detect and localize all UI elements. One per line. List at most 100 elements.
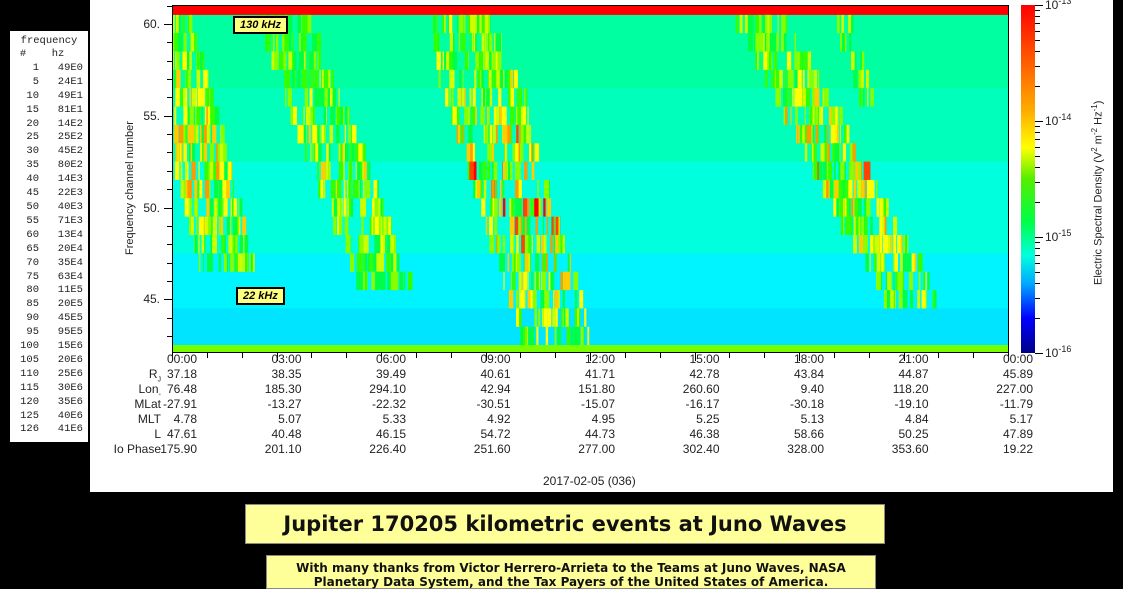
colorbar-tick — [1035, 318, 1040, 319]
colorbar-tick — [1035, 263, 1040, 264]
freq-table-row: 5 24E1 — [32, 75, 83, 88]
freq-table-row: 55 71E3 — [26, 214, 83, 227]
freq-table-title: frequency — [20, 35, 78, 47]
ephemeris-value: 151.80 — [578, 382, 615, 396]
ephemeris-label: Lon▪ — [138, 382, 161, 399]
colorbar-tick — [1035, 139, 1040, 140]
colorbar-tick — [1035, 283, 1040, 284]
freq-col-hz: hz — [51, 48, 65, 60]
freq-table-row: 126 41E6 — [20, 423, 83, 436]
x-tick — [625, 353, 626, 358]
ephemeris-value: 5.33 — [382, 412, 406, 426]
credit-line-1: With many thanks from Victor Herrero-Arr… — [296, 561, 846, 575]
freq-table-row: 120 35E6 — [20, 395, 83, 408]
colorbar-tick — [1035, 121, 1043, 122]
y-tick — [164, 24, 172, 25]
colorbar — [1021, 5, 1035, 353]
x-tick-label: 00:00 — [166, 352, 197, 366]
y-tick — [167, 79, 172, 80]
ephemeris-label: Io Phase — [113, 442, 161, 456]
ephemeris-value: 43.84 — [793, 367, 824, 381]
colorbar-tick — [1035, 156, 1040, 157]
x-tick-label: 12:00 — [584, 352, 615, 366]
x-tick — [590, 353, 591, 361]
x-tick-label: 00:00 — [1002, 352, 1033, 366]
ephemeris-value: 5.07 — [278, 412, 302, 426]
freq-table-row: 15 81E1 — [26, 103, 83, 116]
colorbar-tick — [1035, 202, 1040, 203]
ephemeris-value: 201.10 — [264, 442, 302, 456]
ephemeris-value: 50.25 — [898, 427, 929, 441]
colorbar-tick-label: 10-16 — [1045, 344, 1072, 360]
freq-table-row: 75 63E4 — [26, 270, 83, 283]
x-tick — [346, 353, 347, 358]
x-tick — [416, 353, 417, 358]
y-tick — [164, 208, 172, 209]
freq-table-row: 105 20E6 — [20, 353, 83, 366]
freq-table-row: 125 40E6 — [20, 409, 83, 422]
ephemeris-value: 4.84 — [905, 412, 929, 426]
ephemeris-value: -30.18 — [789, 397, 824, 411]
annotation-130khz: 130 kHz — [233, 16, 288, 34]
ephemeris-value: 175.90 — [160, 442, 197, 456]
y-tick — [167, 97, 172, 98]
x-tick — [938, 353, 939, 358]
ephemeris-value: 76.48 — [166, 382, 197, 396]
annotation-22khz: 22 kHz — [236, 287, 285, 305]
colorbar-tick — [1035, 126, 1040, 127]
colorbar-tick — [1035, 147, 1040, 148]
colorbar-tick-label: 10-13 — [1045, 0, 1072, 12]
x-tick — [277, 353, 278, 361]
ephemeris-value: -30.51 — [476, 397, 511, 411]
freq-table-row: 20 14E2 — [26, 117, 83, 130]
ephemeris-value: 42.94 — [480, 382, 511, 396]
freq-table-row: 95 95E5 — [26, 326, 83, 339]
ephemeris-label: MLat — [134, 397, 161, 411]
y-tick — [167, 281, 172, 282]
y-tick — [167, 263, 172, 264]
colorbar-tick — [1035, 242, 1040, 243]
freq-table-row: 110 25E6 — [20, 367, 83, 380]
y-tick-label: 50. — [143, 200, 160, 215]
y-tick — [167, 226, 172, 227]
ephemeris-value: 42.78 — [689, 367, 720, 381]
y-axis-title: Frequency channel number — [124, 121, 136, 255]
ephemeris-value: -27.91 — [162, 397, 197, 411]
freq-table-row: 115 30E6 — [20, 381, 83, 394]
colorbar-tick — [1035, 298, 1040, 299]
ephemeris-value: 294.10 — [369, 382, 406, 396]
freq-table-row: 70 35E4 — [26, 256, 83, 269]
ephemeris-value: 302.40 — [682, 442, 720, 456]
ephemeris-value: 118.20 — [892, 382, 929, 396]
x-tick-label: 15:00 — [689, 352, 720, 366]
ephemeris-value: 44.73 — [584, 427, 615, 441]
colorbar-tick — [1035, 5, 1043, 6]
x-tick — [834, 353, 835, 358]
ephemeris-value: 5.25 — [696, 412, 720, 426]
colorbar-tick — [1035, 272, 1040, 273]
colorbar-tick — [1035, 66, 1040, 67]
ephemeris-value: 5.17 — [1009, 412, 1033, 426]
ephemeris-value: -13.27 — [267, 397, 302, 411]
ephemeris-value: -15.07 — [580, 397, 615, 411]
ephemeris-value: -16.17 — [685, 397, 720, 411]
y-tick-label: 55. — [143, 108, 160, 123]
x-tick — [311, 353, 312, 358]
x-tick — [242, 353, 243, 358]
x-tick — [207, 353, 208, 358]
x-tick — [799, 353, 800, 361]
ephemeris-value: 47.89 — [1002, 427, 1033, 441]
y-tick — [167, 61, 172, 62]
freq-table-row: 10 49E1 — [26, 89, 83, 102]
ephemeris-value: 5.13 — [800, 412, 824, 426]
y-tick — [167, 318, 172, 319]
freq-table-row: 45 22E3 — [26, 187, 83, 200]
ephemeris-value: 39.49 — [375, 367, 406, 381]
freq-table-row: 40 14E3 — [26, 173, 83, 186]
y-tick-label: 45. — [143, 292, 160, 307]
credit-line-2: Planetary Data System, and the Tax Payer… — [313, 575, 829, 589]
colorbar-tick-label: 10-14 — [1045, 112, 1072, 128]
ephemeris-value: 4.92 — [487, 412, 511, 426]
freq-table-rows: 1 49E0 5 24E1 10 49E1 15 81E1 20 14E2 25 25E2 30 45E2… — [10, 62, 88, 437]
colorbar-tick — [1035, 132, 1040, 133]
